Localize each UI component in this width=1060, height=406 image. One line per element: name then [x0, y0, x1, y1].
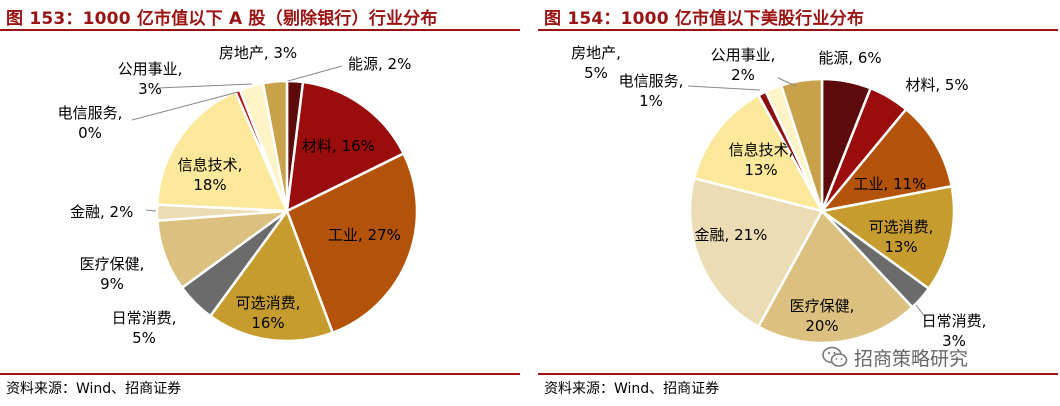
slice-label-information-technology: 信息技术, 18%: [178, 156, 243, 194]
slice-label-financials: 金融, 21%: [695, 226, 768, 244]
leader-line-telecom: [131, 91, 239, 121]
slice-label-energy: 能源, 2%: [348, 55, 411, 73]
slice-label-real-estate: 房地产, 3%: [219, 44, 297, 62]
source-divider: [538, 373, 1058, 375]
leader-line-utilities: [777, 77, 797, 87]
slice-label-energy: 能源, 6%: [818, 49, 881, 67]
slice-label-healthcare: 医疗保健, 9%: [80, 255, 145, 293]
slice-label-industrials: 工业, 27%: [328, 226, 401, 244]
pie-slice-financials: [688, 176, 824, 329]
slice-label-materials: 材料, 16%: [302, 137, 375, 155]
chart-title: 图 153：1000 亿市值以下 A 股（剔除银行）行业分布: [6, 9, 438, 29]
watermark-text: 招商策略研究: [854, 347, 969, 370]
pie-slice-information-technology: [155, 90, 289, 213]
pie-slices: [155, 79, 419, 343]
slice-label-industrials: 工业, 11%: [854, 175, 927, 193]
watermark: 招商策略研究: [822, 344, 968, 370]
title-divider: [0, 29, 520, 31]
leader-line-energy: [287, 65, 343, 82]
pie-chart-us-stocks: 能源, 6% 材料, 5% 工业, 11% 可选消费, 13% 日常消费, 3% 医疗保健, 2…: [571, 44, 987, 350]
chart-panel-us-stocks: 图 154：1000 亿市值以下美股行业分布 能源, 6% 材料, 5% 工业, 1…: [538, 0, 1058, 406]
pie-slice-real-estate: [779, 77, 824, 212]
slice-label-materials: 材料, 5%: [905, 76, 968, 94]
pie-slice-consumer-discretionary: [818, 184, 956, 291]
leader-line-utilities: [157, 83, 253, 89]
source-note: 资料来源：Wind、招商证券: [544, 381, 720, 397]
leader-line-consumer-staples: [915, 304, 927, 319]
pie-slice-materials: [285, 80, 406, 214]
slice-label-consumer-discretionary: 可选消费, 16%: [236, 294, 301, 332]
leader-line-telecom: [687, 85, 761, 91]
pie-chart-a-shares: 能源, 2% 材料, 16% 工业, 27% 可选消费, 16% 日常消费, 5% 医疗保健,…: [58, 44, 419, 347]
chart-panel-a-shares: 图 153：1000 亿市值以下 A 股（剔除银行）行业分布 能源, 2% 材料,…: [0, 0, 520, 406]
slice-label-consumer-staples: 日常消费, 5%: [112, 309, 177, 347]
source-note: 资料来源：Wind、招商证券: [6, 381, 182, 397]
wechat-icon: [822, 346, 848, 367]
slice-label-telecom: 电信服务, 0%: [58, 104, 123, 142]
pie-slice-consumer-discretionary: [208, 208, 335, 343]
slice-label-utilities: 公用事业, 3%: [118, 60, 183, 98]
chart-title: 图 154：1000 亿市值以下美股行业分布: [544, 9, 865, 29]
slice-label-consumer-discretionary: 可选消费, 13%: [869, 218, 934, 256]
leader-line-financials: [145, 209, 157, 212]
pie-slice-industrials: [818, 107, 954, 213]
slice-label-consumer-staples: 日常消费, 3%: [922, 312, 987, 350]
pie-slice-industrials: [285, 151, 419, 335]
pie-slice-healthcare: [756, 208, 915, 345]
source-divider: [0, 373, 520, 375]
slice-label-telecom: 电信服务, 1%: [619, 72, 684, 110]
slice-label-utilities: 公用事业, 2%: [711, 46, 776, 84]
slice-label-healthcare: 医疗保健, 20%: [790, 297, 855, 335]
slice-label-real-estate: 房地产, 5%: [571, 44, 621, 82]
title-divider: [538, 29, 1058, 31]
slice-label-financials: 金融, 2%: [70, 203, 133, 221]
slice-label-information-technology: 信息技术, 13%: [729, 141, 794, 179]
pie-slice-information-technology: [692, 93, 825, 213]
pie-slices: [688, 77, 956, 345]
pie-slice-real-estate: [261, 79, 289, 212]
